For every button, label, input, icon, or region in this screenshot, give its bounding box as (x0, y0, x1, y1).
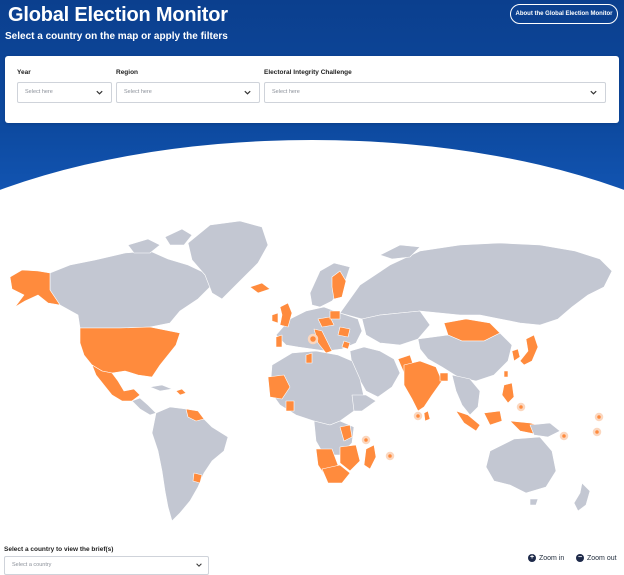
island-marker[interactable] (516, 402, 526, 412)
island-marker[interactable] (385, 451, 395, 461)
map-region-south-africa[interactable] (321, 464, 351, 484)
map-region-cuba[interactable] (149, 384, 173, 392)
island-markers (307, 333, 604, 461)
year-filter-placeholder: Select here (25, 89, 53, 95)
island-marker[interactable] (594, 412, 604, 422)
region-filter-select[interactable]: Select here (116, 82, 260, 103)
map-region-iceland[interactable] (249, 282, 271, 294)
map-region-greece[interactable] (341, 340, 351, 350)
country-select[interactable]: Select a country (4, 556, 209, 575)
integrity-filter-placeholder: Select here (272, 89, 300, 95)
map-region-india[interactable] (403, 360, 443, 412)
map-region-australia[interactable] (485, 436, 557, 494)
map-region-italy[interactable] (313, 328, 333, 354)
island-marker[interactable] (413, 411, 423, 421)
island-marker[interactable] (592, 427, 602, 437)
region-filter-placeholder: Select here (124, 89, 152, 95)
chevron-down-icon (96, 90, 103, 95)
map-region-greenland[interactable] (187, 220, 269, 300)
island-marker[interactable] (307, 333, 319, 345)
map-region-tunisia[interactable] (305, 352, 313, 364)
zoom-in-button[interactable]: + Zoom in (528, 554, 564, 562)
map-region-korea[interactable] (511, 348, 521, 362)
year-filter-label: Year (17, 69, 31, 76)
map-region-arctic-island-a[interactable] (127, 238, 161, 254)
map-region-west-africa[interactable] (267, 374, 291, 400)
map-region-central-america[interactable] (131, 397, 157, 416)
region-filter-label: Region (116, 69, 139, 76)
country-select-placeholder: Select a country (12, 562, 52, 568)
map-region-new-guinea[interactable] (529, 422, 561, 438)
zoom-out-button[interactable]: − Zoom out (576, 554, 617, 562)
chevron-down-icon (244, 90, 251, 95)
map-region-southeast-asia[interactable] (451, 374, 481, 416)
map-region-mexico[interactable] (91, 364, 141, 402)
map-region-china[interactable] (417, 332, 513, 382)
map-region-ireland[interactable] (271, 312, 279, 324)
map-region-indonesia-west[interactable] (455, 410, 481, 432)
map-region-canada[interactable] (49, 250, 211, 329)
map-region-japan[interactable] (519, 334, 539, 366)
map-region-central-europe[interactable] (317, 316, 335, 328)
chevron-down-icon (196, 563, 202, 567)
map-region-usa[interactable] (79, 326, 181, 378)
page-title: Global Election Monitor (8, 4, 228, 26)
map-region-east-africa[interactable] (339, 424, 353, 442)
map-region-sri-lanka[interactable] (423, 410, 431, 422)
map-region-philippines[interactable] (501, 382, 515, 404)
map-region-tasmania[interactable] (529, 498, 539, 506)
map-region-indonesia-borneo[interactable] (483, 410, 503, 426)
integrity-filter-label: Electoral Integrity Challenge (264, 69, 352, 76)
map-region-alaska[interactable] (9, 269, 61, 308)
map-region-caribbean[interactable] (175, 388, 187, 396)
year-filter-select[interactable]: Select here (17, 82, 112, 103)
filter-panel: Year Select here Region Select here Elec… (5, 56, 619, 123)
minus-icon: − (576, 554, 584, 562)
island-marker[interactable] (361, 435, 371, 445)
hero-curve (0, 140, 624, 215)
map-region-arctic-russia[interactable] (379, 244, 421, 260)
map-region-taiwan[interactable] (503, 370, 509, 378)
map-region-new-zealand[interactable] (573, 482, 591, 512)
map-region-bangladesh[interactable] (439, 372, 449, 382)
map-region-venezuela[interactable] (185, 408, 205, 422)
plus-icon: + (528, 554, 536, 562)
map-region-portugal[interactable] (275, 334, 283, 348)
map-region-madagascar[interactable] (363, 444, 377, 470)
map-region-romania[interactable] (337, 326, 351, 338)
world-map[interactable] (0, 215, 624, 542)
island-marker[interactable] (559, 431, 569, 441)
map-region-sweden[interactable] (331, 270, 347, 300)
map-region-south-america[interactable] (151, 406, 229, 522)
chevron-down-icon (590, 90, 597, 95)
map-region-central-asia[interactable] (361, 310, 431, 346)
page-subtitle: Select a country on the map or apply the… (5, 31, 228, 42)
map-region-poland[interactable] (329, 310, 341, 320)
map-region-arctic-island-b[interactable] (164, 228, 193, 246)
map-region-europe[interactable] (275, 306, 363, 352)
map-region-ghana[interactable] (285, 400, 295, 412)
about-button[interactable]: About the Global Election Monitor (510, 4, 618, 24)
zoom-in-label: Zoom in (539, 554, 565, 562)
country-selector-label: Select a country to view the brief(s) (4, 546, 114, 553)
zoom-out-label: Zoom out (587, 554, 617, 562)
integrity-filter-select[interactable]: Select here (264, 82, 606, 103)
map-region-uruguay[interactable] (192, 472, 203, 484)
map-region-horn-of-africa[interactable] (351, 394, 377, 412)
map-region-southern-africa-east[interactable] (339, 444, 361, 472)
map-region-uk[interactable] (279, 302, 293, 328)
